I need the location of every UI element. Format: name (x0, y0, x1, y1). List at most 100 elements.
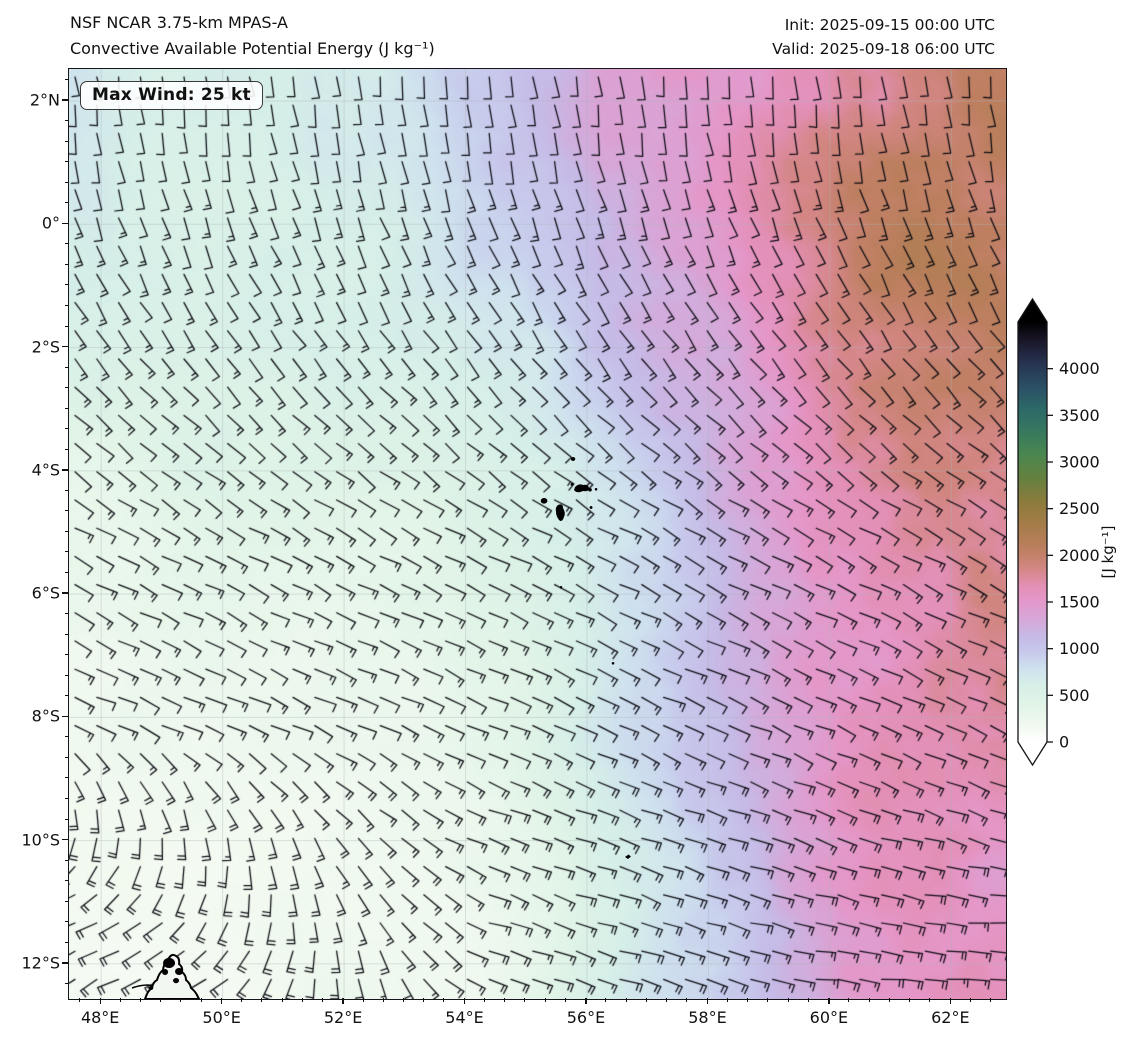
x-tick-label: 50°E (202, 1008, 241, 1027)
y-major-tick (62, 839, 68, 841)
x-minor-tick (524, 998, 526, 1002)
y-minor-tick (64, 161, 68, 163)
x-minor-tick (544, 998, 546, 1002)
y-minor-tick (64, 181, 68, 183)
x-major-tick (585, 998, 587, 1004)
y-minor-tick (64, 859, 68, 861)
x-minor-tick (645, 998, 647, 1002)
x-minor-tick (261, 998, 263, 1002)
x-minor-tick (180, 998, 182, 1002)
x-minor-tick (807, 998, 809, 1002)
y-minor-tick (64, 941, 68, 943)
x-minor-tick (787, 998, 789, 1002)
x-minor-tick (848, 998, 850, 1002)
x-minor-tick (929, 998, 931, 1002)
y-minor-tick (64, 243, 68, 245)
colorbar-tick-label: 4000 (1059, 359, 1100, 378)
x-major-tick (342, 998, 344, 1004)
y-minor-tick (64, 489, 68, 491)
y-minor-tick (64, 407, 68, 409)
colorbar-tick-label: 500 (1059, 686, 1090, 705)
y-tick-label: 6°S (31, 583, 60, 603)
x-minor-tick (160, 998, 162, 1002)
y-tick-label: 2°N (29, 90, 60, 110)
y-minor-tick (64, 510, 68, 512)
y-minor-tick (64, 982, 68, 984)
y-minor-tick (64, 633, 68, 635)
x-major-tick (463, 998, 466, 1004)
x-minor-tick (747, 998, 749, 1002)
colorbar-tick-label: 1000 (1059, 639, 1100, 658)
y-minor-tick (64, 736, 68, 738)
x-minor-tick (382, 998, 384, 1002)
island-coastline (594, 488, 598, 491)
y-tick-label: 10°S (21, 830, 60, 850)
x-minor-tick (362, 998, 364, 1002)
y-major-tick (62, 469, 68, 471)
colorbar-unit-label: [J kg⁻¹] (1099, 525, 1117, 579)
y-minor-tick (64, 921, 68, 923)
x-minor-tick (908, 998, 910, 1002)
x-minor-tick (483, 998, 485, 1002)
island-coastline (574, 484, 589, 493)
x-minor-tick (888, 998, 890, 1002)
x-minor-tick (139, 998, 141, 1002)
coastlines-svg (131, 457, 631, 999)
x-tick-label: 48°E (80, 1008, 120, 1027)
island-coastline (588, 488, 592, 492)
x-minor-tick (666, 998, 668, 1002)
island-coastline (625, 854, 631, 859)
y-major-tick (62, 592, 68, 594)
map-plot-area: Max Wind: 25 kt (68, 68, 1007, 1000)
y-major-tick (62, 715, 68, 718)
y-minor-tick (64, 120, 68, 122)
y-minor-tick (64, 140, 68, 142)
island-coastline (175, 968, 184, 975)
y-minor-tick (64, 304, 68, 306)
colorbar-tick-label: 2000 (1059, 546, 1100, 565)
island-coastline (559, 586, 563, 589)
y-minor-tick (64, 695, 68, 697)
colorbar-under-arrow (1018, 742, 1047, 765)
x-minor-tick (443, 998, 445, 1002)
init-timestamp: Init: 2025-09-15 00:00 UTC (784, 16, 995, 34)
x-tick-label: 62°E (931, 1008, 970, 1027)
y-minor-tick (64, 797, 68, 799)
y-major-tick (62, 99, 68, 101)
x-major-tick (828, 998, 830, 1004)
y-major-tick (62, 222, 68, 224)
island-coastline (162, 969, 169, 975)
y-minor-tick (64, 777, 68, 779)
y-minor-tick (64, 572, 68, 573)
y-minor-tick (64, 674, 68, 676)
y-minor-tick (64, 880, 68, 882)
colorbar-tick-label: 0 (1059, 733, 1069, 752)
island-coastline (555, 504, 565, 521)
y-minor-tick (64, 654, 68, 656)
colorbar-tick-label: 2500 (1059, 499, 1100, 518)
colorbar-tick-label: 1500 (1059, 593, 1100, 612)
x-minor-tick (301, 998, 303, 1002)
valid-timestamp: Valid: 2025-09-18 06:00 UTC (772, 40, 995, 58)
island-coastline (148, 986, 154, 990)
island-coastline (163, 958, 176, 968)
y-minor-tick (64, 613, 68, 615)
x-tick-label: 58°E (688, 1008, 727, 1027)
y-minor-tick (64, 325, 68, 327)
y-minor-tick (64, 818, 68, 820)
island-coastline (570, 457, 576, 461)
y-tick-label: 8°S (31, 706, 60, 726)
y-minor-tick (64, 448, 68, 450)
x-major-tick (706, 998, 709, 1004)
y-minor-tick (64, 263, 68, 265)
x-minor-tick (504, 998, 506, 1002)
x-tick-label: 60°E (809, 1008, 849, 1027)
x-minor-tick (868, 998, 870, 1002)
island-coastline (173, 978, 180, 984)
y-minor-tick (64, 202, 68, 204)
x-tick-label: 54°E (445, 1008, 484, 1027)
colorbar: 0 500 1000 1500 2000 2500 3000 3500 4000 (1017, 297, 1100, 767)
x-tick-label: 56°E (566, 1008, 606, 1027)
y-tick-label: 12°S (21, 953, 60, 973)
x-minor-tick (281, 998, 283, 1002)
